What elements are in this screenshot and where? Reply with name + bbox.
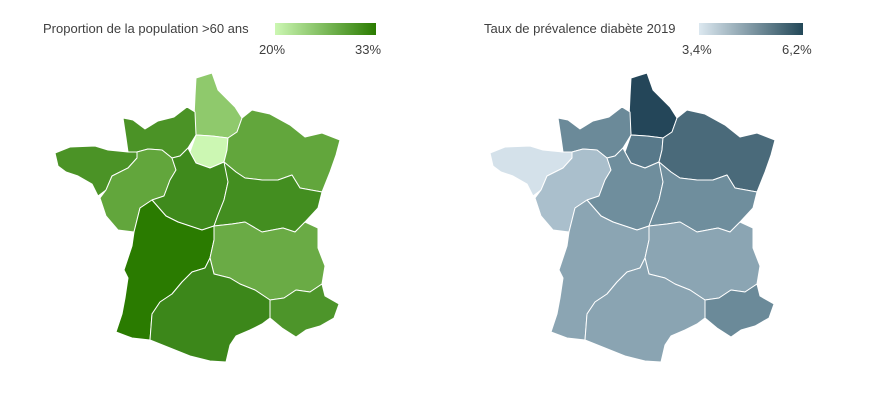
legend-min-label: 20% <box>259 42 286 57</box>
legend-color-bar <box>699 23 803 35</box>
region-occitanie <box>149 257 271 363</box>
map-panel-diabete: Taux de prévalence diabète 2019 3,4% 6,2… <box>443 0 886 420</box>
region-provence-alpes-cote-dazur <box>269 283 340 338</box>
legend-max-label: 6,2% <box>782 42 812 57</box>
france-map <box>489 72 776 363</box>
legend-color-bar <box>275 23 376 35</box>
legend-max-label: 33% <box>355 42 382 57</box>
map-panel-population-60: Proportion de la population >60 ans 20% … <box>43 21 382 363</box>
france-map <box>54 72 341 363</box>
legend-title: Taux de prévalence diabète 2019 <box>484 21 676 36</box>
region-hauts-de-france <box>193 72 243 139</box>
legend-title: Proportion de la population >60 ans <box>43 21 249 36</box>
region-provence-alpes-cote-dazur <box>704 283 775 338</box>
region-hauts-de-france <box>628 72 678 139</box>
region-occitanie <box>584 257 706 363</box>
legend-min-label: 3,4% <box>682 42 712 57</box>
